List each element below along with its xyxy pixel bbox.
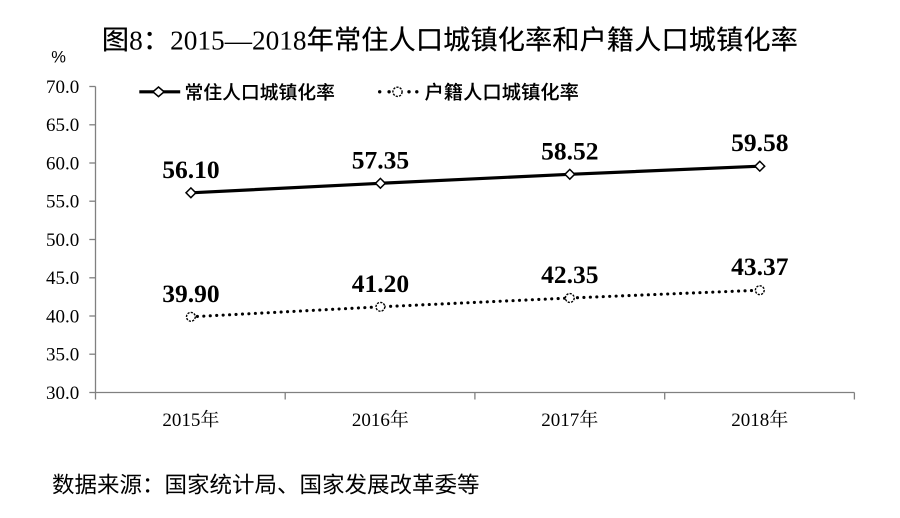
svg-text:42.35: 42.35 — [541, 260, 598, 289]
svg-text:43.37: 43.37 — [731, 252, 789, 281]
svg-text:2016: 2016 — [352, 410, 390, 431]
svg-text:65.0: 65.0 — [46, 115, 79, 136]
svg-text:40.0: 40.0 — [46, 306, 79, 327]
svg-text:39.90: 39.90 — [162, 279, 219, 308]
svg-text:45.0: 45.0 — [46, 268, 79, 289]
svg-text:8: 8 — [129, 25, 143, 55]
svg-text:2015: 2015 — [162, 410, 200, 431]
svg-text:55.0: 55.0 — [46, 192, 79, 213]
svg-text:2015—2018: 2015—2018 — [170, 25, 306, 55]
svg-text:70.0: 70.0 — [46, 77, 79, 98]
svg-text:41.20: 41.20 — [352, 269, 409, 298]
svg-text:60.0: 60.0 — [46, 153, 79, 174]
svg-text:50.0: 50.0 — [46, 230, 79, 251]
svg-text:58.52: 58.52 — [541, 136, 598, 165]
svg-text:30.0: 30.0 — [46, 383, 79, 404]
svg-text:2017: 2017 — [541, 410, 579, 431]
svg-text:59.58: 59.58 — [731, 128, 788, 157]
svg-text:2018: 2018 — [731, 410, 769, 431]
svg-text:56.10: 56.10 — [162, 155, 219, 184]
svg-text:57.35: 57.35 — [352, 145, 409, 174]
svg-text:%: % — [51, 48, 66, 66]
svg-text:35.0: 35.0 — [46, 345, 79, 366]
